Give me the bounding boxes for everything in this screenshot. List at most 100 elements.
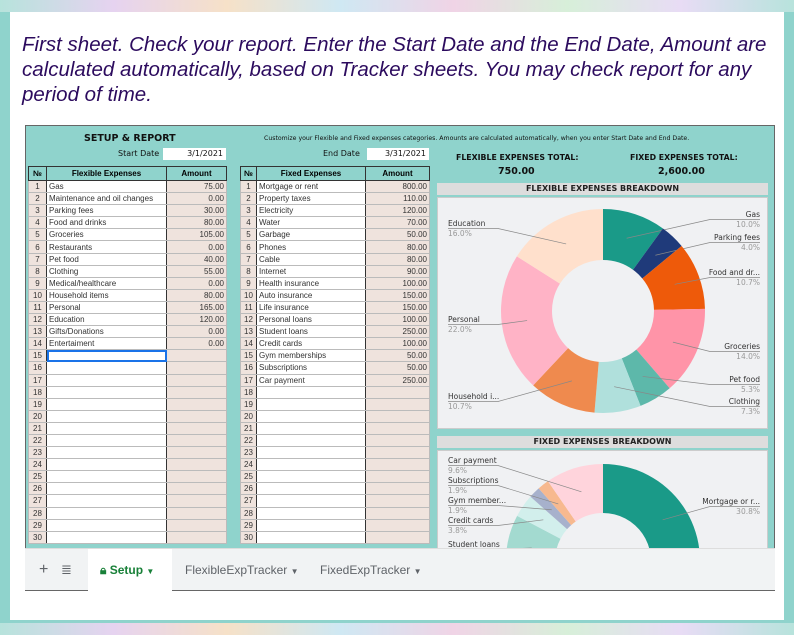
category-cell[interactable] bbox=[256, 446, 366, 460]
category-cell[interactable] bbox=[256, 433, 366, 448]
amount-cell[interactable] bbox=[166, 470, 227, 484]
amount-cell[interactable] bbox=[365, 458, 430, 472]
amount-cell[interactable] bbox=[166, 385, 227, 399]
category-cell[interactable] bbox=[46, 361, 167, 375]
category-cell[interactable]: Auto insurance bbox=[256, 288, 366, 302]
slice-household-i-[interactable] bbox=[533, 348, 599, 413]
category-cell[interactable]: Cable bbox=[256, 252, 366, 266]
category-cell[interactable] bbox=[256, 506, 366, 520]
category-cell[interactable]: Property taxes bbox=[256, 192, 366, 206]
category-cell[interactable]: Gas bbox=[46, 179, 167, 194]
category-cell[interactable]: Gym memberships bbox=[256, 349, 366, 363]
category-cell[interactable]: Medical/healthcare bbox=[46, 276, 167, 290]
amount-cell[interactable]: 150.00 bbox=[365, 300, 430, 315]
category-cell[interactable] bbox=[256, 409, 366, 423]
category-cell[interactable]: Household items bbox=[46, 288, 167, 302]
category-cell[interactable] bbox=[256, 421, 366, 435]
amount-cell[interactable]: 0.00 bbox=[166, 192, 227, 206]
amount-cell[interactable] bbox=[166, 409, 227, 423]
tab-flexibleexptracker[interactable]: FlexibleExpTracker ▼ bbox=[185, 549, 299, 591]
all-sheets-menu-icon[interactable]: ≣ bbox=[61, 562, 72, 577]
amount-cell[interactable]: 100.00 bbox=[365, 337, 430, 351]
category-cell[interactable]: Gifts/Donations bbox=[46, 325, 167, 339]
slice-groceries[interactable] bbox=[636, 308, 705, 389]
amount-cell[interactable]: 165.00 bbox=[166, 300, 227, 315]
amount-cell[interactable]: 70.00 bbox=[365, 216, 430, 230]
amount-cell[interactable]: 800.00 bbox=[365, 179, 430, 194]
amount-cell[interactable]: 0.00 bbox=[166, 325, 227, 339]
amount-cell[interactable]: 120.00 bbox=[365, 204, 430, 218]
amount-cell[interactable]: 40.00 bbox=[166, 252, 227, 266]
category-cell[interactable]: Student loans bbox=[256, 325, 366, 339]
amount-cell[interactable]: 250.00 bbox=[365, 373, 430, 387]
category-cell[interactable]: Health insurance bbox=[256, 276, 366, 290]
amount-cell[interactable]: 30.00 bbox=[166, 204, 227, 218]
amount-cell[interactable]: 75.00 bbox=[166, 179, 227, 194]
slice-pet-food[interactable] bbox=[621, 349, 670, 406]
category-cell[interactable]: Food and drinks bbox=[46, 216, 167, 230]
amount-cell[interactable]: 55.00 bbox=[166, 264, 227, 278]
category-cell[interactable] bbox=[256, 397, 366, 411]
slice-car-payment[interactable] bbox=[547, 464, 603, 522]
amount-cell[interactable]: 50.00 bbox=[365, 228, 430, 242]
amount-cell[interactable]: 50.00 bbox=[365, 349, 430, 363]
amount-cell[interactable] bbox=[365, 421, 430, 435]
category-cell[interactable] bbox=[46, 518, 167, 532]
category-cell[interactable]: Personal loans bbox=[256, 313, 366, 327]
amount-cell[interactable]: 80.00 bbox=[365, 240, 430, 254]
slice-credit-cards[interactable] bbox=[517, 496, 568, 539]
amount-cell[interactable]: 50.00 bbox=[365, 361, 430, 375]
category-cell[interactable]: Electricity bbox=[256, 204, 366, 218]
category-cell[interactable]: Subscriptions bbox=[256, 361, 366, 375]
amount-cell[interactable] bbox=[365, 433, 430, 448]
amount-cell[interactable] bbox=[365, 482, 430, 496]
category-cell[interactable]: Credit cards bbox=[256, 337, 366, 351]
slice-parking-fees[interactable] bbox=[632, 228, 682, 279]
category-cell[interactable]: Entertaiment bbox=[46, 337, 167, 351]
category-cell[interactable] bbox=[46, 385, 167, 399]
category-cell[interactable]: Life insurance bbox=[256, 300, 366, 315]
tab-fixedexptracker[interactable]: FixedExpTracker ▼ bbox=[320, 549, 422, 591]
category-cell[interactable]: Maintenance and oil changes bbox=[46, 192, 167, 206]
category-cell[interactable]: Groceries bbox=[46, 228, 167, 242]
category-cell[interactable]: Internet bbox=[256, 264, 366, 278]
category-cell[interactable] bbox=[46, 433, 167, 448]
category-cell[interactable] bbox=[46, 470, 167, 484]
start-date-input[interactable]: 3/1/2021 bbox=[163, 148, 226, 160]
amount-cell[interactable] bbox=[166, 518, 227, 532]
amount-cell[interactable] bbox=[166, 433, 227, 448]
category-cell[interactable] bbox=[256, 518, 366, 532]
category-cell[interactable] bbox=[46, 373, 167, 387]
slice-personal[interactable] bbox=[501, 256, 569, 386]
category-cell[interactable] bbox=[46, 530, 167, 544]
amount-cell[interactable]: 150.00 bbox=[365, 288, 430, 302]
category-cell[interactable] bbox=[256, 458, 366, 472]
amount-cell[interactable] bbox=[166, 361, 227, 375]
slice-clothing[interactable] bbox=[594, 358, 641, 413]
category-cell[interactable]: Garbage bbox=[256, 228, 366, 242]
slice-subscriptions[interactable] bbox=[538, 481, 576, 526]
amount-cell[interactable] bbox=[365, 397, 430, 411]
category-cell[interactable] bbox=[46, 446, 167, 460]
amount-cell[interactable]: 100.00 bbox=[365, 313, 430, 327]
amount-cell[interactable]: 80.00 bbox=[166, 288, 227, 302]
category-cell[interactable] bbox=[256, 482, 366, 496]
category-cell[interactable]: Restaurants bbox=[46, 240, 167, 254]
amount-cell[interactable] bbox=[166, 421, 227, 435]
amount-cell[interactable]: 0.00 bbox=[166, 276, 227, 290]
category-cell[interactable] bbox=[46, 458, 167, 472]
amount-cell[interactable]: 0.00 bbox=[166, 337, 227, 351]
end-date-input[interactable]: 3/31/2021 bbox=[367, 148, 429, 160]
category-cell[interactable] bbox=[256, 530, 366, 544]
amount-cell[interactable] bbox=[166, 530, 227, 544]
category-cell[interactable] bbox=[46, 409, 167, 423]
slice-education[interactable] bbox=[516, 209, 603, 284]
amount-cell[interactable] bbox=[166, 482, 227, 496]
category-cell[interactable] bbox=[46, 349, 167, 363]
category-cell[interactable]: Personal bbox=[46, 300, 167, 315]
category-cell[interactable]: Car payment bbox=[256, 373, 366, 387]
category-cell[interactable] bbox=[46, 482, 167, 496]
category-cell[interactable]: Parking fees bbox=[46, 204, 167, 218]
amount-cell[interactable] bbox=[166, 349, 227, 363]
amount-cell[interactable]: 90.00 bbox=[365, 264, 430, 278]
